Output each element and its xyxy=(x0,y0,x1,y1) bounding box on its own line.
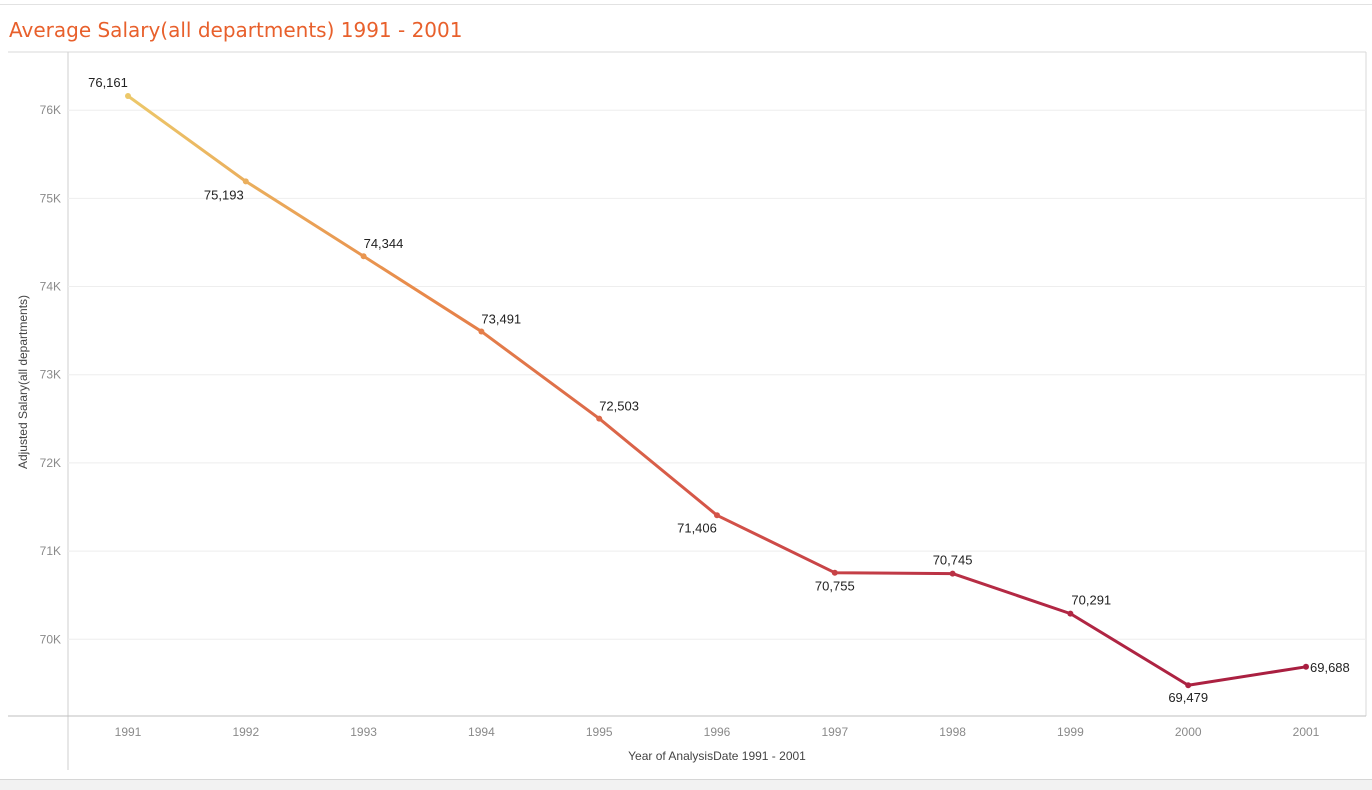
data-label-1997: 70,755 xyxy=(815,579,855,594)
x-tick-label: 1995 xyxy=(586,725,613,739)
data-label-2001: 69,688 xyxy=(1310,660,1350,675)
y-axis-ticks: 70K 71K 72K 73K 74K 75K 76K xyxy=(40,103,61,646)
data-point-1997[interactable] xyxy=(831,569,838,576)
x-tick-label: 1993 xyxy=(350,725,377,739)
x-axis-title: Year of AnalysisDate 1991 - 2001 xyxy=(628,749,806,763)
data-label-2000: 69,479 xyxy=(1168,690,1208,705)
data-point-1999[interactable] xyxy=(1067,610,1074,617)
y-tick-label: 72K xyxy=(40,456,61,470)
chart-title: Average Salary(all departments) 1991 - 2… xyxy=(9,18,463,42)
data-label-1998: 70,745 xyxy=(933,553,973,568)
data-point-2000[interactable] xyxy=(1185,682,1192,689)
data-point-2001[interactable] xyxy=(1303,663,1309,670)
y-tick-label: 70K xyxy=(40,632,61,646)
y-tick-label: 76K xyxy=(40,103,61,117)
y-tick-label: 75K xyxy=(40,191,61,205)
x-tick-label: 1997 xyxy=(821,725,848,739)
data-point-1996[interactable] xyxy=(714,512,720,519)
data-labels: 76,161 75,193 74,344 73,491 72,503 71,406 70,7… xyxy=(88,75,1350,705)
data-label-1995: 72,503 xyxy=(599,399,639,414)
x-tick-label: 1998 xyxy=(939,725,966,739)
x-tick-label: 1994 xyxy=(468,725,495,739)
data-label-1992: 75,193 xyxy=(204,187,244,202)
data-label-1993: 74,344 xyxy=(364,236,404,251)
data-label-1996: 71,406 xyxy=(677,520,717,535)
data-point-1994[interactable] xyxy=(478,328,485,335)
x-tick-label: 2001 xyxy=(1293,725,1320,739)
data-point-1992[interactable] xyxy=(242,178,249,185)
gridlines xyxy=(68,109,1366,640)
data-label-1994: 73,491 xyxy=(481,311,521,326)
data-point-1991[interactable] xyxy=(125,93,131,100)
bottom-scroll-strip xyxy=(0,779,1372,790)
y-axis-title: Adjusted Salary(all departments) xyxy=(16,295,30,469)
x-tick-label: 1999 xyxy=(1057,725,1084,739)
series-line xyxy=(126,94,1308,687)
x-tick-label: 1996 xyxy=(704,725,731,739)
top-border xyxy=(0,4,1372,5)
x-tick-label: 2000 xyxy=(1175,725,1202,739)
data-label-1999: 70,291 xyxy=(1071,593,1111,608)
y-tick-label: 74K xyxy=(40,280,61,294)
x-tick-label: 1992 xyxy=(232,725,259,739)
data-label-1991: 76,161 xyxy=(88,75,128,90)
data-point-1995[interactable] xyxy=(596,415,603,422)
x-axis-ticks: 1991 1992 1993 1994 1995 1996 1997 1998 1999 2000… xyxy=(115,725,1320,739)
x-tick-label: 1991 xyxy=(115,725,142,739)
data-point-1993[interactable] xyxy=(360,253,367,260)
y-tick-label: 73K xyxy=(40,368,61,382)
y-tick-label: 71K xyxy=(40,544,61,558)
data-points xyxy=(125,93,1309,689)
data-point-1998[interactable] xyxy=(949,570,956,577)
